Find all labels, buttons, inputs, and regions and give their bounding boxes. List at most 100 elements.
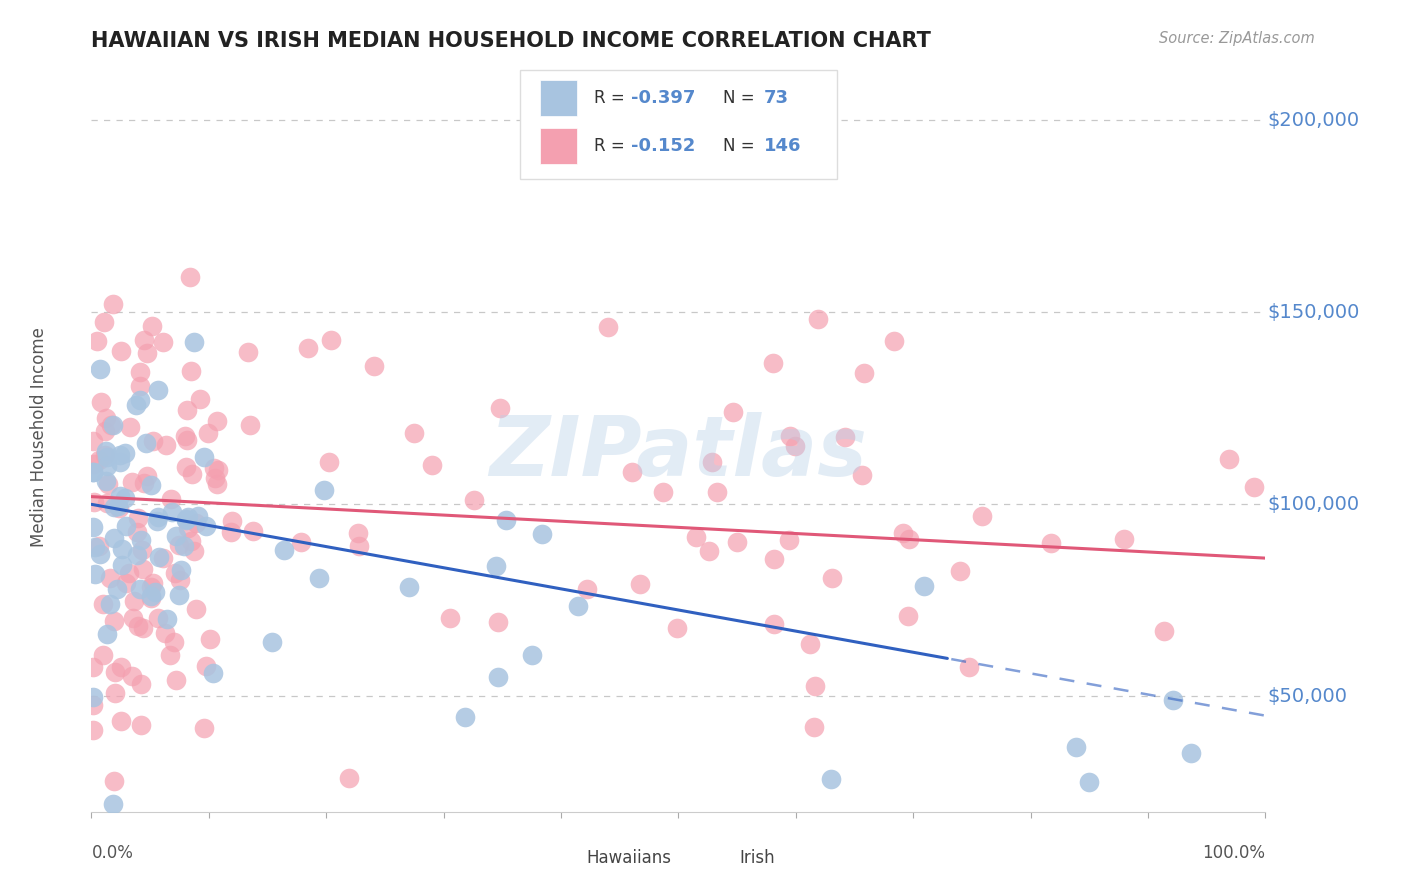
Point <box>104 665 127 680</box>
Point <box>125 548 148 562</box>
Point <box>1114 532 1136 546</box>
Point <box>762 552 785 566</box>
Point <box>779 428 801 442</box>
Text: $200,000: $200,000 <box>1268 111 1360 129</box>
Point <box>84 567 107 582</box>
Point <box>129 677 152 691</box>
Point <box>177 521 200 535</box>
Point <box>402 426 425 441</box>
Point <box>129 378 152 392</box>
Point <box>851 468 873 483</box>
Point <box>114 446 136 460</box>
Text: Source: ZipAtlas.com: Source: ZipAtlas.com <box>1159 31 1315 46</box>
Point <box>121 668 143 682</box>
Point <box>132 562 155 576</box>
Point <box>706 484 728 499</box>
Point <box>141 580 163 594</box>
Point <box>141 319 163 334</box>
Point <box>312 483 335 497</box>
Point <box>110 659 132 673</box>
Point <box>273 543 295 558</box>
Point <box>135 469 157 483</box>
Point <box>103 773 125 788</box>
Point <box>129 582 152 597</box>
Text: Median Household Income: Median Household Income <box>30 327 48 547</box>
Point <box>1078 775 1101 789</box>
Point <box>489 401 512 415</box>
Point <box>110 344 132 359</box>
Point <box>86 334 108 348</box>
Point <box>820 772 842 786</box>
Point <box>202 461 225 475</box>
Point <box>139 478 162 492</box>
Point <box>136 346 159 360</box>
Point <box>702 455 724 469</box>
Point <box>90 395 112 409</box>
Point <box>103 531 125 545</box>
Point <box>821 571 844 585</box>
Point <box>129 393 152 408</box>
Point <box>98 571 121 585</box>
Point <box>486 670 509 684</box>
Point <box>201 666 224 681</box>
Point <box>173 429 195 443</box>
Point <box>127 619 149 633</box>
Point <box>83 457 105 471</box>
Point <box>82 660 104 674</box>
Point <box>628 577 651 591</box>
Point <box>124 398 146 412</box>
Point <box>495 513 517 527</box>
Point <box>188 392 211 406</box>
Point <box>141 589 163 603</box>
Point <box>139 591 162 605</box>
Point <box>349 539 371 553</box>
Point <box>783 439 806 453</box>
Point <box>83 541 105 555</box>
Point <box>82 698 104 713</box>
Point <box>882 334 904 348</box>
Point <box>129 718 152 732</box>
Point <box>93 315 115 329</box>
Text: $150,000: $150,000 <box>1268 302 1360 322</box>
Point <box>520 648 543 662</box>
Point <box>127 524 149 539</box>
Point <box>89 539 111 553</box>
Point <box>970 508 993 523</box>
Text: Hawaiians: Hawaiians <box>586 849 672 867</box>
Text: R =: R = <box>593 136 630 154</box>
Point <box>205 477 228 491</box>
Point <box>194 518 217 533</box>
Point <box>87 453 110 467</box>
Point <box>187 508 209 523</box>
Point <box>219 524 242 539</box>
Point <box>142 576 165 591</box>
Point <box>804 679 827 693</box>
Point <box>118 566 141 581</box>
Point <box>957 659 980 673</box>
Point <box>205 414 228 428</box>
Point <box>1180 746 1202 760</box>
Point <box>110 558 132 573</box>
Point <box>121 475 143 489</box>
Point <box>89 362 111 376</box>
Point <box>96 626 118 640</box>
Point <box>893 525 915 540</box>
Point <box>93 597 115 611</box>
Point <box>308 571 330 585</box>
FancyBboxPatch shape <box>707 848 734 870</box>
Point <box>103 797 125 811</box>
Text: HAWAIIAN VS IRISH MEDIAN HOUSEHOLD INCOME CORRELATION CHART: HAWAIIAN VS IRISH MEDIAN HOUSEHOLD INCOM… <box>91 31 931 51</box>
Point <box>852 366 875 380</box>
Point <box>114 491 136 505</box>
Point <box>82 465 104 479</box>
Point <box>652 485 675 500</box>
Point <box>204 471 226 485</box>
Point <box>82 690 104 704</box>
Point <box>803 720 825 734</box>
Point <box>82 520 104 534</box>
Point <box>725 534 748 549</box>
Point <box>242 524 264 539</box>
Point <box>93 448 115 462</box>
Point <box>363 359 385 374</box>
Point <box>198 632 221 646</box>
